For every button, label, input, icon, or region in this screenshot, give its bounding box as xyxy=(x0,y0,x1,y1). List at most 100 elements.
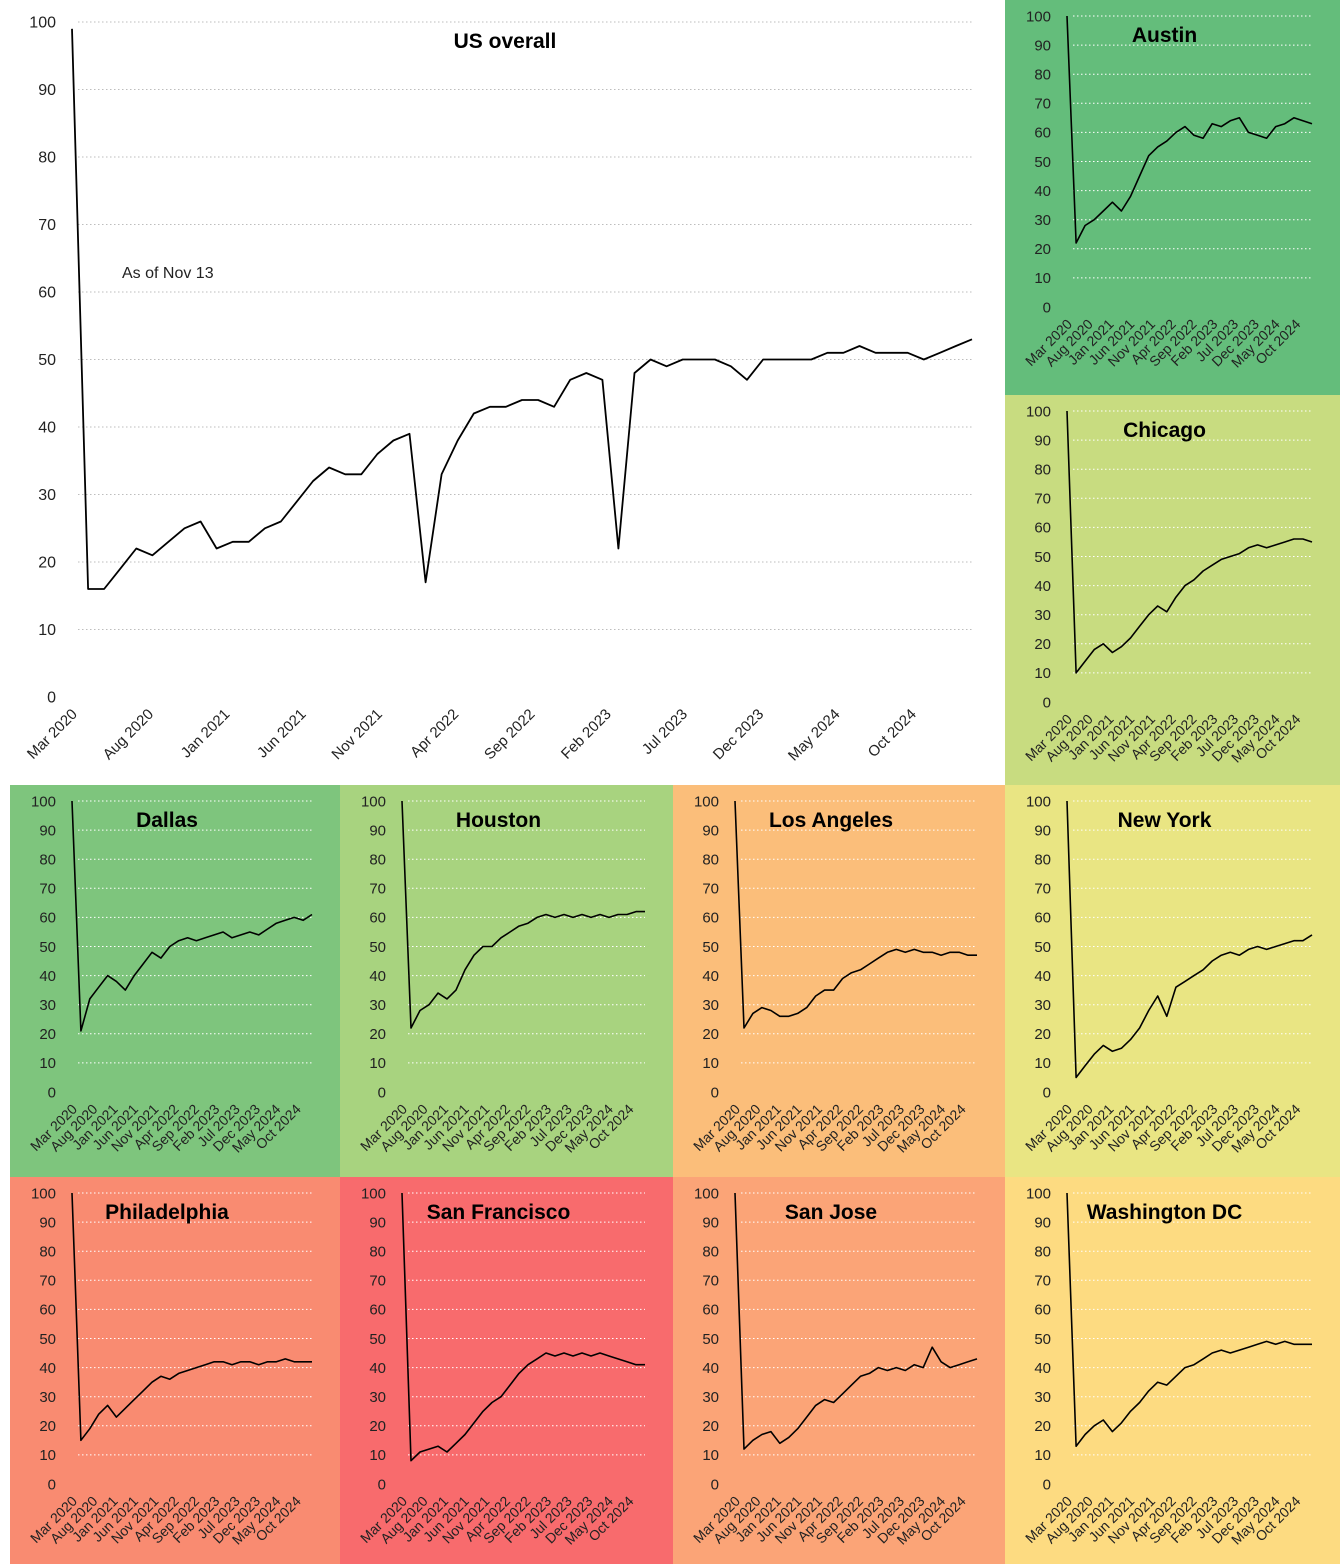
y-tick-label: 60 xyxy=(1034,520,1051,537)
y-tick-label: 90 xyxy=(702,1214,719,1231)
y-tick-label: 90 xyxy=(369,822,386,839)
panel-background xyxy=(673,1177,1005,1564)
y-tick-label: 10 xyxy=(369,1055,386,1072)
chart-title: Houston xyxy=(456,809,541,832)
chart-title: New York xyxy=(1118,809,1212,832)
panel-background xyxy=(1005,785,1340,1177)
y-tick-label: 50 xyxy=(369,939,386,956)
y-tick-label: 80 xyxy=(1034,1243,1051,1260)
y-tick-label: 70 xyxy=(38,217,56,234)
y-tick-label: 40 xyxy=(702,1360,719,1377)
y-tick-label: 30 xyxy=(702,1389,719,1406)
y-tick-label: 50 xyxy=(1034,1331,1051,1348)
y-tick-label: 10 xyxy=(369,1447,386,1464)
y-tick-label: 30 xyxy=(1034,607,1051,624)
y-tick-label: 70 xyxy=(1034,881,1051,898)
y-tick-label: 10 xyxy=(1034,1055,1051,1072)
y-tick-label: 10 xyxy=(1034,665,1051,682)
y-tick-label: 60 xyxy=(1034,125,1051,142)
panel-background xyxy=(673,785,1005,1177)
y-tick-label: 70 xyxy=(1034,96,1051,113)
y-tick-label: 60 xyxy=(39,910,56,927)
panel-background xyxy=(0,0,1005,785)
y-tick-label: 80 xyxy=(369,1243,386,1260)
y-tick-label: 10 xyxy=(1034,1447,1051,1464)
chart-title: Los Angeles xyxy=(769,809,893,832)
y-tick-label: 20 xyxy=(39,1418,56,1435)
chart-title: Philadelphia xyxy=(105,1201,229,1224)
y-tick-label: 100 xyxy=(361,793,386,810)
y-tick-label: 10 xyxy=(702,1447,719,1464)
series-line xyxy=(734,800,977,1029)
y-tick-label: 70 xyxy=(1034,1273,1051,1290)
y-tick-label: 60 xyxy=(702,910,719,927)
y-tick-label: 60 xyxy=(369,910,386,927)
y-tick-label: 70 xyxy=(369,1273,386,1290)
y-tick-label: 100 xyxy=(1026,403,1051,420)
y-tick-label: 70 xyxy=(39,1273,56,1290)
y-tick-label: 100 xyxy=(31,1185,56,1202)
y-tick-label: 30 xyxy=(38,487,56,504)
y-tick-label: 20 xyxy=(1034,636,1051,653)
y-tick-label: 80 xyxy=(38,150,56,167)
series-line xyxy=(1066,410,1313,674)
y-tick-label: 80 xyxy=(702,851,719,868)
y-tick-label: 10 xyxy=(702,1055,719,1072)
y-tick-label: 80 xyxy=(39,851,56,868)
y-tick-label: 50 xyxy=(702,939,719,956)
y-tick-label: 60 xyxy=(369,1302,386,1319)
y-tick-label: 90 xyxy=(39,822,56,839)
chart-title: San Francisco xyxy=(427,1201,571,1224)
y-tick-label: 40 xyxy=(369,968,386,985)
y-tick-label: 80 xyxy=(369,851,386,868)
y-tick-label: 60 xyxy=(38,285,56,302)
series-line xyxy=(1066,1192,1312,1447)
y-tick-label: 0 xyxy=(47,690,56,707)
y-tick-label: 90 xyxy=(1034,432,1051,449)
y-tick-label: 0 xyxy=(1043,1084,1051,1101)
y-tick-label: 90 xyxy=(1034,1214,1051,1231)
y-tick-label: 80 xyxy=(702,1243,719,1260)
y-tick-label: 50 xyxy=(1034,939,1051,956)
series-line xyxy=(1066,800,1313,1079)
y-tick-label: 0 xyxy=(378,1476,386,1493)
chart-title: Austin xyxy=(1132,24,1197,47)
y-tick-label: 90 xyxy=(702,822,719,839)
y-tick-label: 60 xyxy=(1034,1302,1051,1319)
panel-background xyxy=(1005,1177,1340,1564)
y-tick-label: 40 xyxy=(39,968,56,985)
y-tick-label: 90 xyxy=(1034,37,1051,54)
y-tick-label: 20 xyxy=(369,1418,386,1435)
y-tick-label: 30 xyxy=(369,1389,386,1406)
y-tick-label: 20 xyxy=(702,1418,719,1435)
y-tick-label: 80 xyxy=(39,1243,56,1260)
y-tick-label: 100 xyxy=(29,15,56,32)
y-tick-label: 70 xyxy=(702,881,719,898)
y-tick-label: 10 xyxy=(39,1447,56,1464)
panel-background xyxy=(10,1177,340,1564)
y-tick-label: 30 xyxy=(1034,1389,1051,1406)
y-tick-label: 100 xyxy=(31,793,56,810)
y-tick-label: 40 xyxy=(1034,578,1051,595)
y-tick-label: 100 xyxy=(361,1185,386,1202)
y-tick-label: 100 xyxy=(694,1185,719,1202)
y-tick-label: 0 xyxy=(378,1084,386,1101)
series-line xyxy=(71,800,313,1032)
y-tick-label: 60 xyxy=(39,1302,56,1319)
y-tick-label: 40 xyxy=(39,1360,56,1377)
y-tick-label: 20 xyxy=(1034,1418,1051,1435)
series-line xyxy=(71,1192,312,1442)
y-tick-label: 20 xyxy=(1034,1026,1051,1043)
y-tick-label: 10 xyxy=(39,1055,56,1072)
y-tick-label: 60 xyxy=(702,1302,719,1319)
y-tick-label: 20 xyxy=(39,1026,56,1043)
series-line xyxy=(401,800,645,1029)
y-tick-label: 100 xyxy=(694,793,719,810)
y-tick-label: 70 xyxy=(39,881,56,898)
y-tick-label: 20 xyxy=(702,1026,719,1043)
